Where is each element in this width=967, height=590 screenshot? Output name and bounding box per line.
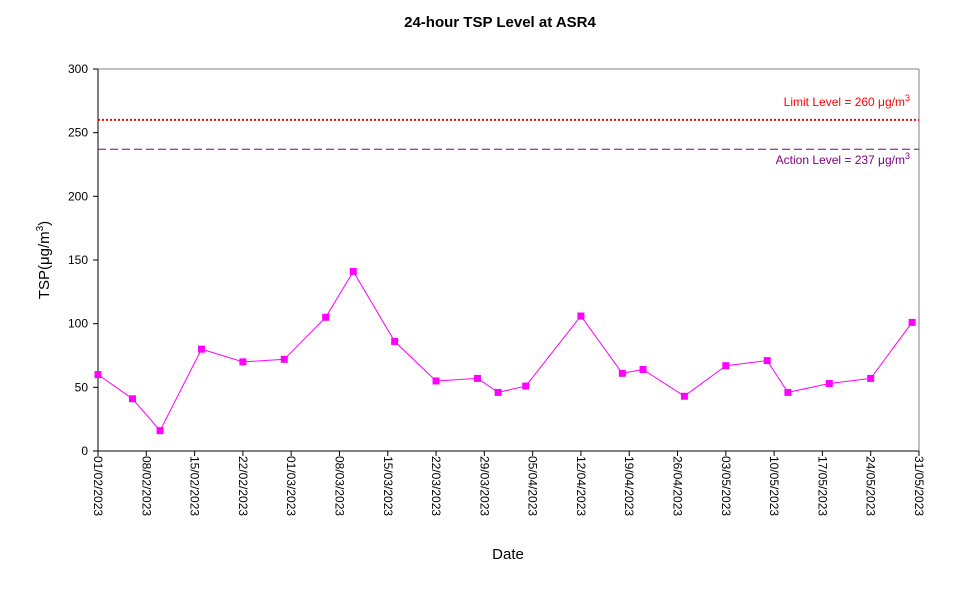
plot-area bbox=[97, 68, 920, 452]
x-tick-label: 22/03/2023 bbox=[429, 456, 443, 516]
data-point-marker bbox=[197, 345, 205, 353]
x-tick-label: 12/04/2023 bbox=[574, 456, 588, 516]
x-tick-label: 15/03/2023 bbox=[381, 456, 395, 516]
data-point-marker bbox=[473, 374, 481, 382]
data-point-marker bbox=[722, 362, 730, 370]
y-axis-label: TSP(μg/m3) bbox=[35, 221, 53, 299]
x-axis-label: Date bbox=[492, 546, 524, 563]
chart-title: 24-hour TSP Level at ASR4 bbox=[404, 14, 596, 31]
series-group bbox=[94, 267, 916, 435]
y-tick-label: 250 bbox=[68, 126, 88, 140]
data-point-marker bbox=[908, 318, 916, 326]
y-axis-label-sup: 3 bbox=[35, 225, 46, 231]
limit-level-label: Limit Level = 260 μg/m3 bbox=[784, 93, 910, 109]
x-tick-label: 10/05/2023 bbox=[767, 456, 781, 516]
y-tick-label: 300 bbox=[68, 62, 88, 76]
data-point-marker bbox=[577, 312, 585, 320]
x-tick-label: 01/02/2023 bbox=[91, 456, 105, 516]
y-tick-label: 200 bbox=[68, 189, 88, 203]
y-axis-ticks: 0 50 100 150 200 250 300 bbox=[68, 62, 98, 458]
data-point-marker bbox=[156, 427, 164, 435]
x-tick-label: 22/02/2023 bbox=[236, 456, 250, 516]
data-point-marker bbox=[639, 366, 647, 374]
y-axis-label-text: TSP(μg/m bbox=[36, 231, 53, 299]
y-tick-label: 0 bbox=[81, 444, 88, 458]
x-tick-label: 19/04/2023 bbox=[622, 456, 636, 516]
x-tick-label: 17/05/2023 bbox=[815, 456, 829, 516]
data-point-marker bbox=[94, 371, 102, 379]
data-point-marker bbox=[322, 313, 330, 321]
x-tick-label: 08/03/2023 bbox=[332, 456, 346, 516]
x-axis-ticks: 01/02/2023 08/02/2023 15/02/2023 22/02/2023… bbox=[91, 451, 926, 516]
data-point-marker bbox=[784, 388, 792, 396]
data-point-marker bbox=[522, 382, 530, 390]
x-tick-label: 05/04/2023 bbox=[526, 456, 540, 516]
reference-lines: Limit Level = 260 μg/m3 Action Level = 23… bbox=[98, 93, 919, 167]
series-line bbox=[97, 270, 913, 432]
data-point-marker bbox=[349, 267, 357, 275]
x-tick-label: 15/02/2023 bbox=[188, 456, 202, 516]
data-point-marker bbox=[680, 392, 688, 400]
data-point-marker bbox=[239, 358, 247, 366]
y-tick-label: 100 bbox=[68, 317, 88, 331]
x-tick-label: 08/02/2023 bbox=[139, 456, 153, 516]
data-point-marker bbox=[391, 337, 399, 345]
action-level-label: Action Level = 237 μg/m3 bbox=[776, 151, 910, 167]
y-tick-label: 150 bbox=[68, 253, 88, 267]
x-tick-label: 29/03/2023 bbox=[477, 456, 491, 516]
data-point-marker bbox=[825, 380, 833, 388]
y-axis-label-close: ) bbox=[36, 221, 53, 226]
data-point-marker bbox=[618, 369, 626, 377]
data-point-marker bbox=[494, 388, 502, 396]
data-point-marker bbox=[128, 395, 136, 403]
data-point-marker bbox=[763, 357, 771, 365]
x-tick-label: 03/05/2023 bbox=[719, 456, 733, 516]
y-tick-label: 50 bbox=[75, 380, 89, 394]
x-tick-label: 31/05/2023 bbox=[912, 456, 926, 516]
x-tick-label: 01/03/2023 bbox=[284, 456, 298, 516]
x-tick-label: 26/04/2023 bbox=[671, 456, 685, 516]
x-tick-label: 24/05/2023 bbox=[864, 456, 878, 516]
data-point-marker bbox=[432, 377, 440, 385]
data-point-marker bbox=[867, 374, 875, 382]
data-point-marker bbox=[280, 355, 288, 363]
